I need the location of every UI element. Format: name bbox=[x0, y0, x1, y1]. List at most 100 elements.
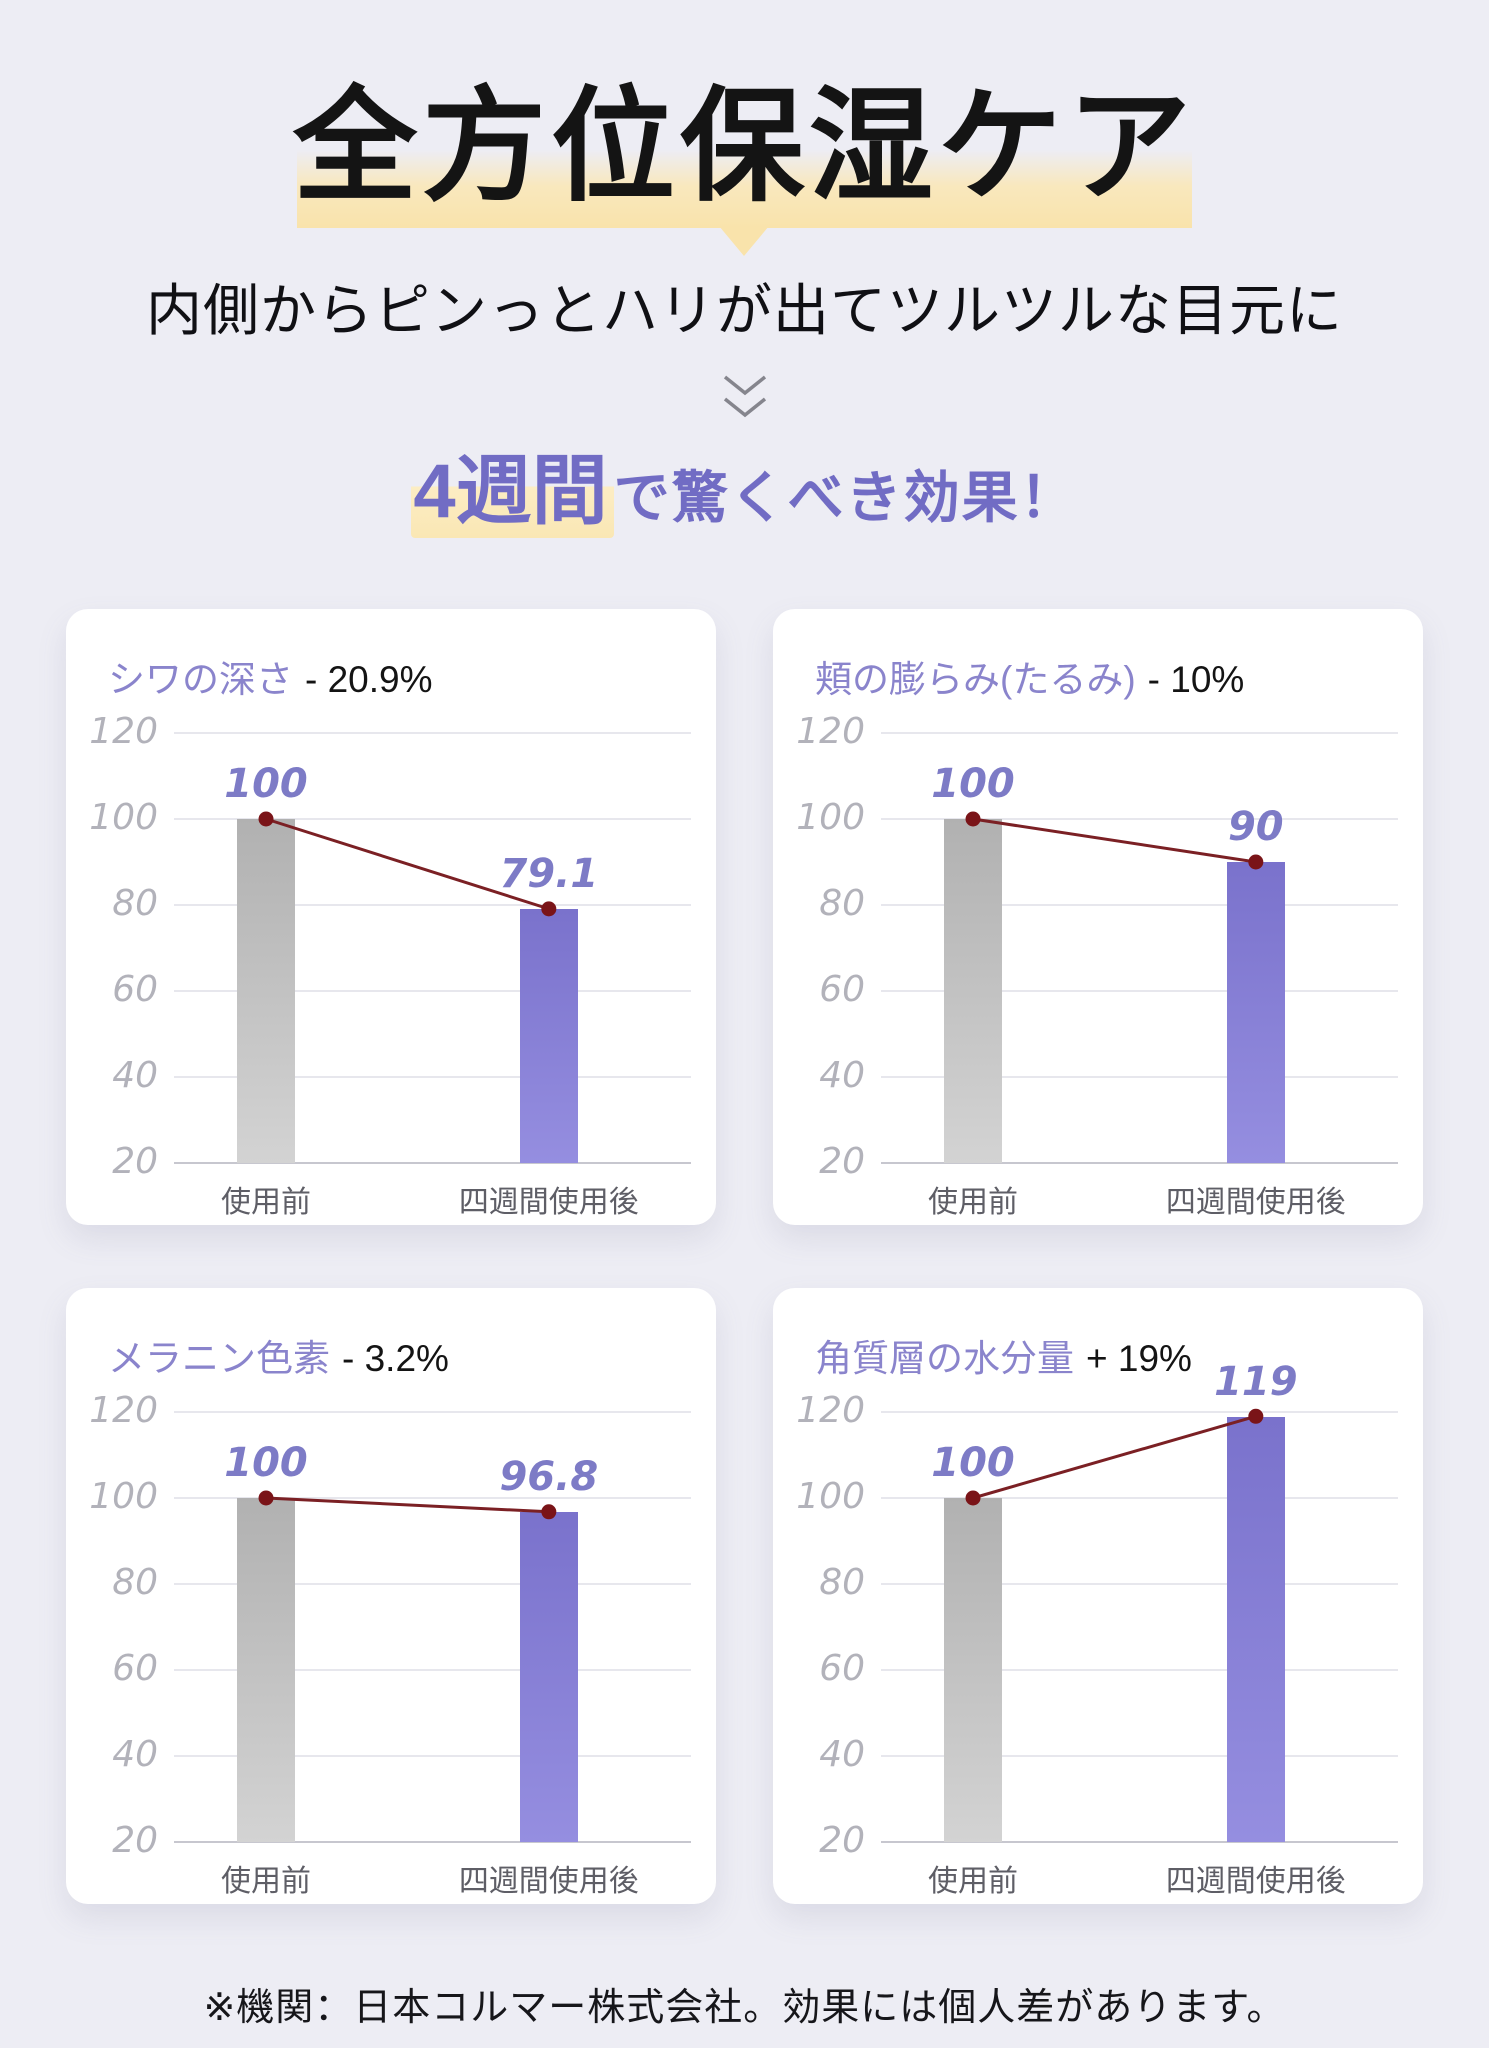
trend-dot bbox=[965, 1490, 981, 1506]
chart-delta: + 19% bbox=[1086, 1338, 1192, 1380]
trend-dot bbox=[965, 811, 981, 827]
bar-value-label: 79.1 bbox=[499, 851, 599, 898]
gridline bbox=[881, 1497, 1398, 1500]
bar-value-label: 119 bbox=[1214, 1358, 1298, 1405]
bar-value-label: 100 bbox=[224, 761, 308, 808]
chart-card-title: 角質層の水分量 + 19% bbox=[815, 1328, 1403, 1382]
trend-dot bbox=[258, 1490, 274, 1506]
trend-dot bbox=[541, 901, 557, 917]
chart-plot: 120 100 80 60 40 20 100 119 bbox=[796, 1359, 1398, 1861]
x-axis-labels: 使用前 四週間使用後 bbox=[174, 1856, 691, 1900]
effect-heading-emphasis: 4週間 bbox=[411, 449, 614, 539]
bar-after-use bbox=[1226, 862, 1285, 1164]
y-axis-tick: 120 bbox=[796, 1390, 865, 1432]
y-axis-tick: 20 bbox=[819, 1141, 865, 1183]
y-axis-tick: 120 bbox=[796, 711, 865, 753]
gridline bbox=[881, 1583, 1398, 1586]
y-axis-tick: 60 bbox=[819, 969, 865, 1011]
x-axis-labels: 使用前 四週間使用後 bbox=[881, 1856, 1398, 1900]
trend-line bbox=[965, 811, 1264, 870]
y-axis-tick: 120 bbox=[89, 1390, 158, 1432]
trend-dot bbox=[1248, 854, 1264, 870]
chart-area: 120 100 80 60 40 20 100 119 bbox=[796, 1359, 1403, 1861]
x-axis-label: 使用前 bbox=[221, 1186, 312, 1220]
gridline bbox=[881, 990, 1398, 993]
x-axis-label: 四週間使用後 bbox=[1165, 1865, 1346, 1899]
main-title-block: 全方位保湿ケア bbox=[292, 78, 1196, 257]
bar-value-label: 100 bbox=[931, 1440, 1015, 1487]
chart-area: 120 100 80 60 40 20 100 96.8 bbox=[89, 1390, 696, 1861]
title-highlight bbox=[296, 149, 1192, 229]
bar-value-label: 96.8 bbox=[499, 1453, 599, 1500]
y-axis-tick: 80 bbox=[819, 1562, 865, 1604]
trend-line bbox=[965, 1408, 1264, 1506]
gridline bbox=[174, 1411, 691, 1414]
bar-before-use bbox=[944, 1498, 1003, 1843]
page-title: 全方位保湿ケア bbox=[292, 78, 1196, 216]
bar-before-use bbox=[944, 819, 1003, 1164]
y-axis-tick: 60 bbox=[112, 1648, 158, 1690]
chart-card-cheek-sagging: 頬の膨らみ(たるみ) - 10% 120 100 80 60 40 20 100 90 使用前 四… bbox=[773, 609, 1423, 1226]
x-axis-label: 使用前 bbox=[928, 1865, 1019, 1899]
chart-delta: - 10% bbox=[1147, 659, 1245, 701]
title-highlight-tail bbox=[719, 226, 770, 257]
bar-after-use bbox=[1226, 1416, 1285, 1843]
chart-title: メラニン色素 bbox=[108, 1338, 330, 1380]
chart-plot: 120 100 80 60 40 20 100 79.1 bbox=[89, 711, 691, 1182]
gridline bbox=[881, 1755, 1398, 1758]
bar-value-label: 100 bbox=[224, 1440, 308, 1487]
chart-plot: 120 100 80 60 40 20 100 96.8 bbox=[89, 1390, 691, 1861]
chart-delta: - 20.9% bbox=[305, 659, 433, 701]
trend-dot bbox=[258, 811, 274, 827]
y-axis-tick: 80 bbox=[112, 1562, 158, 1604]
bar-value-label: 90 bbox=[1227, 804, 1284, 851]
subtitle: 内側からピンっとハリが出てツルツルな目元に bbox=[146, 279, 1343, 343]
bar-value-label: 100 bbox=[931, 761, 1015, 808]
y-axis-tick: 20 bbox=[112, 1141, 158, 1183]
charts-grid: シワの深さ - 20.9% 120 100 80 60 40 20 100 79.1 使用前 四週… bbox=[0, 609, 1489, 1905]
bar-after-use bbox=[519, 909, 578, 1164]
gridline bbox=[174, 1583, 691, 1586]
x-axis-label: 使用前 bbox=[221, 1865, 312, 1899]
gridline bbox=[174, 1669, 691, 1672]
gridline bbox=[881, 904, 1398, 907]
chart-area: 120 100 80 60 40 20 100 79.1 bbox=[89, 711, 696, 1182]
trend-dot bbox=[541, 1504, 557, 1520]
gridline bbox=[174, 732, 691, 735]
y-axis-tick: 100 bbox=[89, 797, 158, 839]
chart-title: 角質層の水分量 bbox=[815, 1338, 1074, 1380]
gridline bbox=[174, 1162, 691, 1165]
gridline bbox=[881, 1162, 1398, 1165]
gridline bbox=[881, 732, 1398, 735]
gridline bbox=[881, 1076, 1398, 1079]
disclaimer-note: ※機関：日本コルマー株式会社。効果には個人差があります。 bbox=[203, 1987, 1286, 2030]
y-axis-tick: 100 bbox=[796, 1476, 865, 1518]
gridline bbox=[174, 1841, 691, 1844]
chart-card-title: 頬の膨らみ(たるみ) - 10% bbox=[815, 649, 1403, 703]
chart-card-title: シワの深さ - 20.9% bbox=[108, 649, 696, 703]
gridline bbox=[174, 818, 691, 821]
x-axis-label: 四週間使用後 bbox=[458, 1186, 639, 1220]
x-axis-label: 使用前 bbox=[928, 1186, 1019, 1220]
gridline bbox=[881, 1841, 1398, 1844]
bar-after-use bbox=[519, 1511, 578, 1843]
y-axis-tick: 40 bbox=[819, 1055, 865, 1097]
chart-card-moisture: 角質層の水分量 + 19% 120 100 80 60 40 20 100 119 使用前 四週間… bbox=[773, 1288, 1423, 1905]
gridline bbox=[174, 990, 691, 993]
x-axis-label: 四週間使用後 bbox=[458, 1865, 639, 1899]
y-axis-tick: 100 bbox=[89, 1476, 158, 1518]
effect-heading-rest: で驚くべき効果！ bbox=[613, 466, 1078, 530]
x-axis-labels: 使用前 四週間使用後 bbox=[174, 1177, 691, 1221]
header-section: 全方位保湿ケア 内側からピンっとハリが出てツルツルな目元に 4週間 で驚くべき効果… bbox=[0, 0, 1489, 539]
y-axis-tick: 80 bbox=[819, 883, 865, 925]
y-axis-tick: 100 bbox=[796, 797, 865, 839]
bar-before-use bbox=[237, 1498, 296, 1843]
y-axis-tick: 80 bbox=[112, 883, 158, 925]
gridline bbox=[174, 1497, 691, 1500]
gridline bbox=[174, 1755, 691, 1758]
y-axis-tick: 60 bbox=[112, 969, 158, 1011]
scroll-indicator bbox=[0, 373, 1489, 423]
gridline bbox=[174, 904, 691, 907]
chart-plot: 120 100 80 60 40 20 100 90 bbox=[796, 711, 1398, 1182]
chart-card-melanin: メラニン色素 - 3.2% 120 100 80 60 40 20 100 96.8 使用前 四週… bbox=[66, 1288, 716, 1905]
